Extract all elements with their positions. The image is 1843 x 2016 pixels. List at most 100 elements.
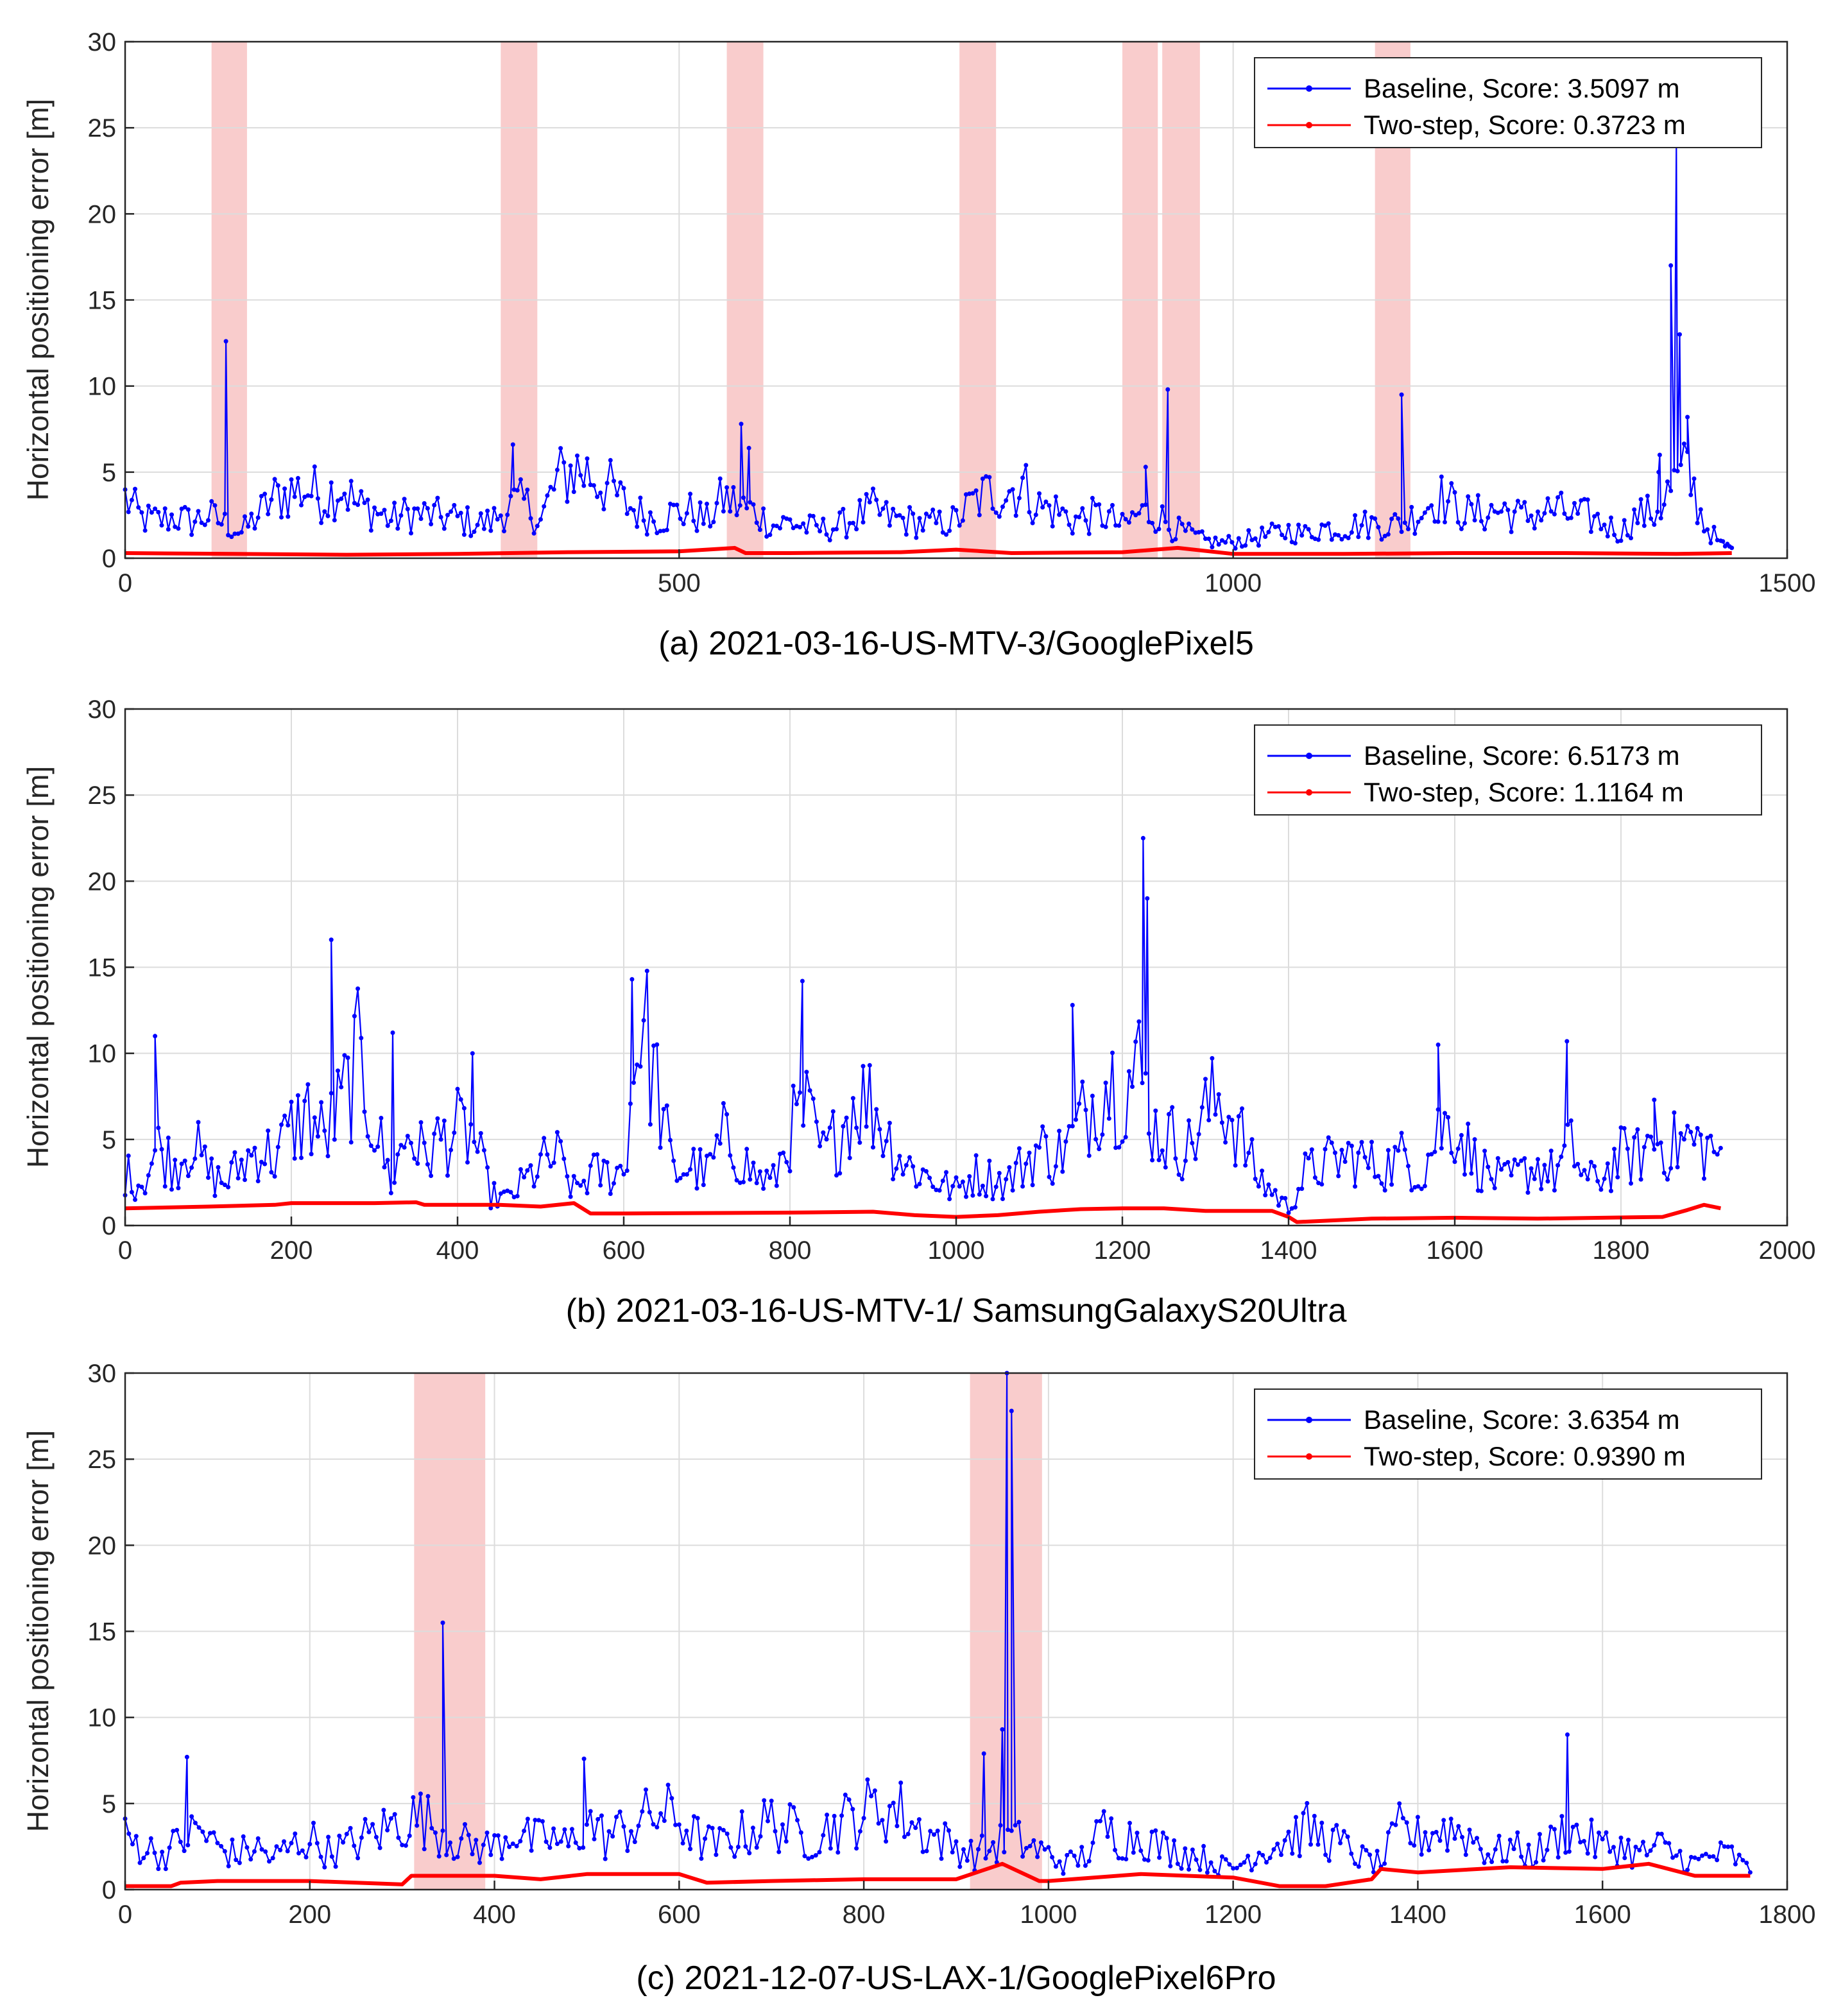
panel-c-ylabel: Horizontal positioning error [m]: [21, 1430, 55, 1832]
panel-c-baseline-point-86: [436, 1854, 441, 1859]
panel-b-baseline-point-133: [551, 1160, 556, 1165]
panel-b-baseline-point-455: [1599, 1187, 1604, 1192]
panel-b-baseline-point-168: [664, 1103, 669, 1108]
panel-a-baseline-point-309: [1136, 511, 1142, 516]
panel-b-baseline-point-155: [624, 1168, 630, 1173]
panel-a-baseline-point-15: [173, 524, 178, 529]
panel-a-baseline-point-259: [970, 491, 975, 496]
panel-a-baseline-point-130: [548, 484, 553, 490]
panel-a-baseline-point-75: [368, 528, 373, 533]
panel-c-baseline-point-24: [207, 1831, 212, 1836]
panel-c-baseline-point-294: [1183, 1846, 1188, 1851]
panel-a-baseline-point-275: [1024, 463, 1029, 468]
panel-c-baseline-point-339: [1349, 1851, 1354, 1856]
panel-b-baseline-point-293: [1074, 1117, 1078, 1122]
panel-c-baseline-point-194: [828, 1846, 833, 1851]
panel-a-baseline-point-204: [787, 517, 793, 522]
panel-a-baseline-point-68: [345, 507, 350, 512]
panel-c-baseline-point-265: [1076, 1863, 1081, 1868]
panel-b-baseline-point-298: [1090, 1093, 1095, 1098]
panel-a-baseline-point-44: [266, 511, 271, 517]
panel-c-baseline-point-147: [655, 1825, 660, 1830]
panel-a-ticks: 0 500 1000 1500 0 5 10 15 20 25 30: [88, 28, 1816, 597]
panel-c-baseline-point-192: [821, 1832, 826, 1838]
panel-a-baseline-point-349: [1263, 534, 1268, 539]
panel-a-baseline-point-391: [1399, 392, 1404, 397]
panel-a-baseline-point-11: [159, 523, 164, 528]
panel-a-baseline-point-13: [166, 527, 171, 532]
panel-b-baseline-point-97: [435, 1116, 440, 1121]
panel-c-baseline-point-377: [1489, 1859, 1495, 1865]
panel-a-baseline-point-110: [485, 508, 490, 513]
panel-c-baseline-point-141: [632, 1840, 637, 1845]
panel-a-baseline-point-139: [578, 473, 583, 478]
panel-a-baseline-point-241: [911, 511, 916, 517]
panel-b-baseline-point-315: [1143, 1071, 1148, 1076]
panel-a-baseline-point-106: [472, 529, 477, 534]
panel-a-xtick-label-0: 0: [118, 569, 132, 597]
panel-a-baseline-point-126: [535, 524, 540, 529]
panel-b-caption: (b) 2021-03-16-US-MTV-1/ SamsungGalaxyS2…: [566, 1292, 1347, 1329]
panel-a-baseline-point-108: [478, 511, 483, 516]
panel-b-baseline-point-416: [1472, 1137, 1477, 1142]
panel-b-baseline-point-22: [193, 1156, 198, 1161]
panel-a-baseline-point-155: [631, 508, 636, 513]
panel-b-baseline-point-383: [1366, 1165, 1371, 1170]
panel-b-baseline-point-435: [1536, 1157, 1540, 1162]
panel-a-baseline-point-314: [1150, 520, 1155, 525]
panel-c-baseline-point-428: [1674, 1853, 1679, 1858]
panel-b-baseline-point-15: [169, 1187, 174, 1192]
panel-c-baseline-point-134: [606, 1829, 612, 1834]
panel-c-baseline-point-363: [1437, 1838, 1443, 1843]
panel-a-baseline-point-310: [1140, 503, 1145, 508]
panel-a-baseline-point-315: [1153, 529, 1158, 534]
panel-a-baseline-point-252: [947, 528, 952, 533]
panel-a-baseline-point-228: [867, 500, 872, 505]
panel-b-baseline-point-262: [973, 1153, 979, 1158]
panel-a-baseline-point-142: [588, 483, 593, 488]
panel-c-baseline-point-316: [1264, 1860, 1269, 1865]
panel-b-baseline-point-438: [1545, 1179, 1550, 1184]
panel-a-baseline-point-440: [1562, 511, 1567, 516]
panel-a-baseline-point-439: [1559, 490, 1564, 495]
panel-a-series: [123, 142, 1735, 557]
panel-b-xtick-label-0: 0: [118, 1236, 132, 1265]
panel-a-baseline-point-231: [877, 512, 882, 517]
panel-b-baseline-point-477: [1668, 1166, 1674, 1171]
panel-a-baseline-point-379: [1362, 509, 1367, 515]
panel-c-baseline-point-273: [1105, 1834, 1110, 1839]
panel-a-baseline-point-386: [1385, 532, 1391, 537]
panel-b-baseline-point-339: [1219, 1120, 1224, 1125]
panel-c-baseline-point-216: [909, 1820, 914, 1825]
panel-a-series-twostep-line: [124, 545, 1732, 557]
panel-a-baseline-point-141: [585, 456, 590, 461]
panel-a-baseline-point-489: [1705, 527, 1710, 532]
panel-a-baseline-point-415: [1479, 518, 1484, 524]
panel-a-baseline-point-410: [1462, 520, 1467, 525]
panel-a-baseline-point-239: [904, 532, 909, 537]
panel-c-baseline-point-334: [1330, 1827, 1335, 1832]
panel-c-baseline-point-442: [1726, 1844, 1731, 1849]
panel-c-baseline-point-3: [133, 1834, 139, 1839]
panel-b-baseline-point-176: [691, 1147, 696, 1152]
panel-b-baseline-point-452: [1588, 1159, 1593, 1165]
panel-a-baseline-point-431: [1532, 525, 1537, 531]
panel-b-baseline-point-467: [1638, 1177, 1643, 1182]
panel-b-baseline-point-299: [1093, 1137, 1099, 1141]
panel-c-baseline-point-229: [957, 1864, 963, 1869]
panel-b-baseline-point-218: [827, 1125, 832, 1130]
panel-c-baseline-point-8: [152, 1850, 157, 1856]
panel-c-baseline-point-78: [407, 1833, 412, 1838]
panel-c-baseline-point-26: [215, 1840, 220, 1845]
panel-c-baseline-point-12: [167, 1845, 172, 1850]
panel-c-baseline-point-145: [647, 1809, 652, 1815]
panel-a-baseline-point-26: [209, 499, 214, 504]
panel-c-baseline-point-64: [356, 1856, 361, 1861]
panel-b-baseline-point-288: [1060, 1169, 1065, 1174]
panel-b-baseline-point-91: [415, 1161, 420, 1166]
panel-a-baseline-point-412: [1469, 502, 1474, 507]
panel-a-baseline-point-19: [185, 507, 191, 512]
panel-b-baseline-point-347: [1246, 1150, 1251, 1156]
panel-c-baseline-point-130: [592, 1836, 597, 1841]
panel-c-baseline-point-165: [721, 1827, 726, 1832]
